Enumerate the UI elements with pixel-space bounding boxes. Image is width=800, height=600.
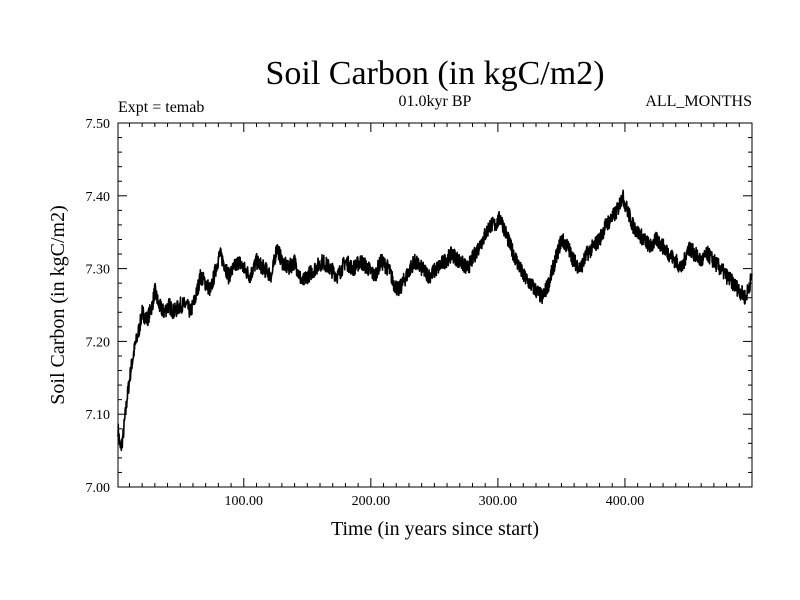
x-tick-label: 200.00 <box>352 494 391 509</box>
y-tick-label: 7.00 <box>86 481 111 496</box>
y-axis-label: Soil Carbon (in kgC/m2) <box>47 205 69 404</box>
y-tick-label: 7.40 <box>86 190 111 205</box>
plot-frame <box>117 122 753 488</box>
y-tick-label: 7.10 <box>86 408 111 423</box>
x-tick-label: 400.00 <box>606 494 645 509</box>
x-tick-label: 100.00 <box>225 494 264 509</box>
months-label: ALL_MONTHS <box>645 93 752 110</box>
x-axis-label: Time (in years since start) <box>331 518 539 540</box>
tick-labels: 100.00 200.00 300.00 400.00 7.00 7.10 7.20 7.30… <box>86 117 645 509</box>
period-label: 01.0kyr BP <box>399 93 472 110</box>
experiment-label: Expt = temab <box>118 99 204 116</box>
series-line-soil-carbon <box>117 189 753 452</box>
x-tick-label: 300.00 <box>479 494 518 509</box>
y-tick-label: 7.50 <box>86 117 111 132</box>
y-tick-label: 7.20 <box>86 335 111 350</box>
axis-ticks <box>118 123 752 487</box>
chart-title: Soil Carbon (in kgC/m2) <box>265 55 604 92</box>
y-tick-label: 7.30 <box>86 263 111 278</box>
